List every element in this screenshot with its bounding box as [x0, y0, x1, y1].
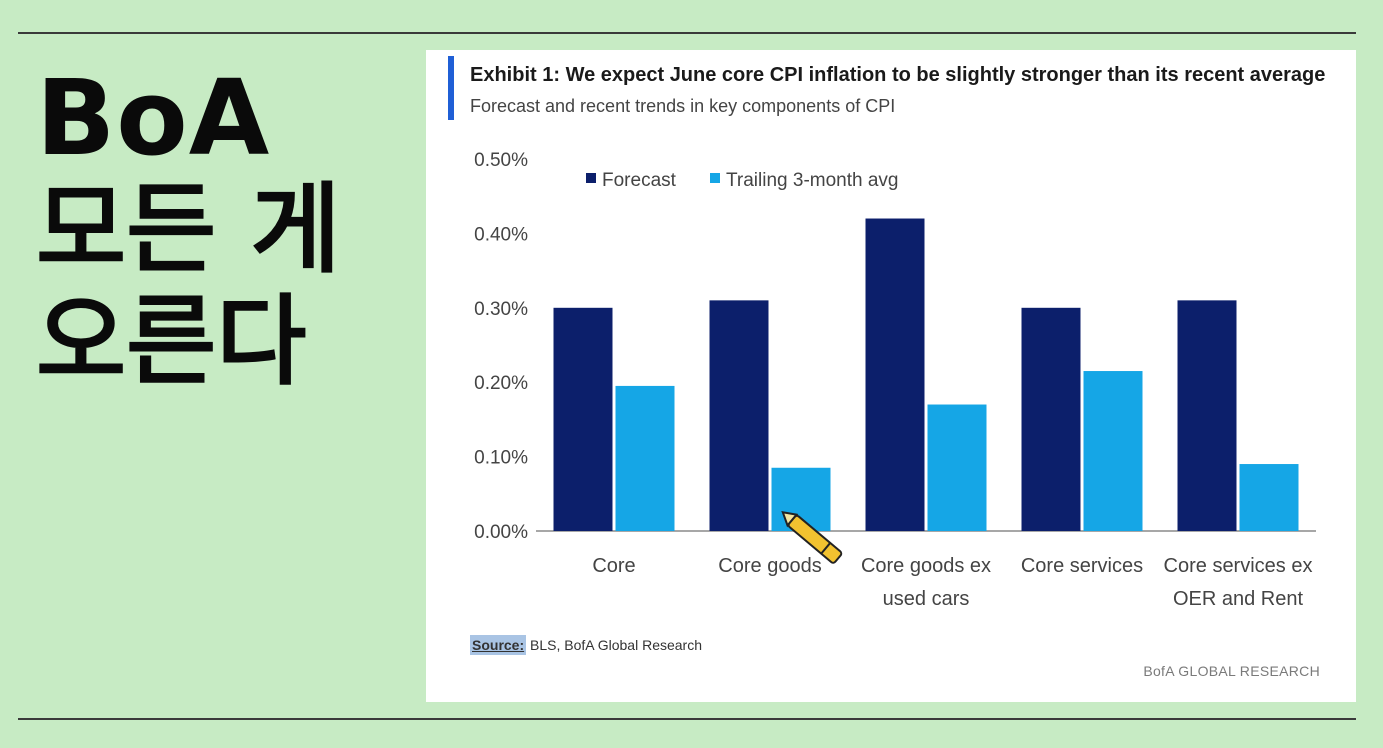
bar-forecast [553, 307, 613, 531]
bar-trailing-3-month-avg [1239, 464, 1299, 531]
x-category-label: used cars [883, 588, 970, 610]
source-note: Source: BLS, BofA Global Research [470, 635, 702, 655]
brand-label: BofA GLOBAL RESEARCH [1143, 663, 1320, 679]
legend-label: Forecast [602, 170, 677, 191]
headline-line-2: 모든 게 [36, 173, 341, 287]
bar-forecast [709, 300, 769, 531]
x-category-label: Core services [1021, 555, 1143, 577]
source-label: Source: [470, 635, 527, 655]
bar-forecast [865, 218, 925, 531]
bar-trailing-3-month-avg [615, 385, 675, 531]
y-tick-label: 0.10% [474, 448, 528, 469]
legend-label: Trailing 3-month avg [726, 170, 898, 191]
bar-forecast [1021, 307, 1081, 531]
bottom-divider [18, 718, 1356, 720]
top-divider [18, 32, 1356, 34]
x-category-label: Core goods ex [861, 555, 991, 577]
x-category-label: Core goods [718, 555, 821, 577]
y-tick-label: 0.30% [474, 299, 528, 320]
exhibit-title: Exhibit 1: We expect June core CPI infla… [470, 64, 1326, 86]
source-text: BLS, BofA Global Research [526, 637, 702, 653]
bar-forecast [1177, 300, 1237, 531]
exhibit-panel: Exhibit 1: We expect June core CPI infla… [426, 50, 1356, 702]
cpi-bar-chart: 0.00% 0.10% 0.20% 0.30% 0.40% 0.50% Core Core g… [474, 150, 1316, 610]
y-tick-label: 0.00% [474, 522, 528, 543]
bar-trailing-3-month-avg [927, 404, 987, 531]
pen-cursor-icon [781, 511, 843, 564]
y-tick-label: 0.50% [474, 150, 528, 171]
title-accent-bar [448, 56, 454, 120]
exhibit-subtitle: Forecast and recent trends in key compon… [470, 96, 896, 116]
legend-swatch [710, 173, 720, 183]
y-tick-label: 0.40% [474, 224, 528, 245]
legend-swatch [586, 173, 596, 183]
bar-trailing-3-month-avg [1083, 371, 1143, 531]
y-tick-label: 0.20% [474, 373, 528, 394]
headline-line-1: BoA [36, 57, 271, 179]
x-category-label: Core [592, 555, 635, 577]
x-category-label: Core services ex [1164, 555, 1313, 577]
headline-line-3: 오른다 [36, 285, 307, 399]
x-category-label: OER and Rent [1173, 588, 1304, 610]
headline: BoA 모든 게 오른다 [36, 62, 341, 398]
